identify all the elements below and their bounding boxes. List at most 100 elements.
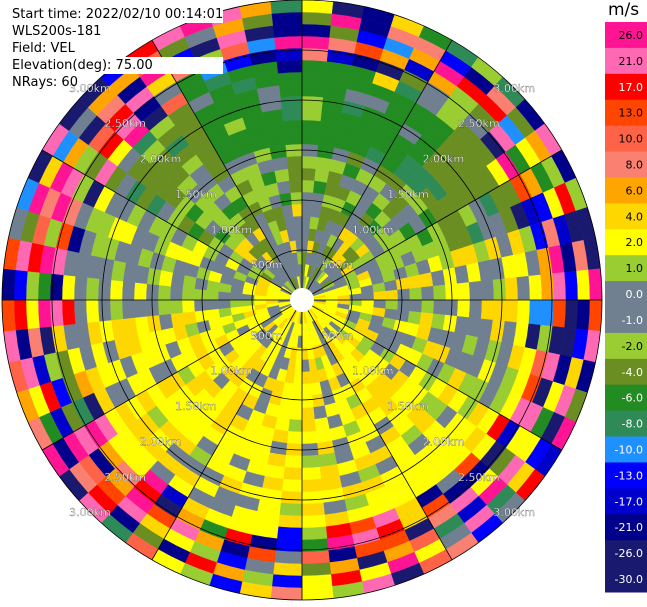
colorbar-segment (605, 488, 647, 515)
velocity-gate (13, 269, 28, 301)
azimuth-line (41, 299, 303, 451)
colorbar-tick-label: 6.0 (626, 184, 644, 197)
velocity-gate (291, 203, 303, 217)
velocity-gate (468, 280, 483, 301)
velocity-gate (289, 179, 303, 193)
range-label: 1.00km (211, 223, 253, 236)
velocity-gate (182, 311, 197, 326)
colorbar-tick-label: -2.0 (622, 340, 643, 353)
velocity-gate (286, 431, 303, 445)
azimuth-line (301, 39, 453, 301)
velocity-gate (1, 299, 16, 332)
velocity-gate (284, 454, 303, 469)
colorbar-segment (605, 229, 647, 256)
velocity-gate (301, 191, 314, 205)
velocity-gate (284, 131, 303, 146)
colorbar-tick-label: 21.0 (619, 55, 644, 68)
velocity-gate (433, 284, 447, 301)
velocity-gate (419, 272, 434, 288)
velocity-gate (301, 131, 320, 146)
velocity-gate (504, 299, 519, 323)
velocity-gate (73, 299, 88, 325)
velocity-gate (287, 167, 303, 181)
velocity-gate (480, 279, 495, 301)
colorbar-tick-label: -21.0 (615, 521, 643, 534)
range-label: 1.50km (387, 400, 429, 413)
velocity-gate (301, 574, 333, 589)
velocity-gate (564, 270, 579, 301)
velocity-gate (588, 268, 603, 301)
velocity-gate (301, 371, 311, 385)
velocity-gate (480, 299, 495, 321)
colorbar-segment (605, 125, 647, 153)
velocity-gate (409, 287, 423, 301)
velocity-gate (274, 168, 290, 183)
range-label: 1.00km (211, 365, 253, 378)
velocity-gate (397, 299, 411, 312)
velocity-gate (373, 299, 387, 309)
range-label: 2.00km (140, 435, 182, 448)
velocity-gate (397, 288, 411, 301)
range-label: 1.50km (387, 188, 429, 201)
velocity-gate (133, 299, 148, 318)
velocity-gate (385, 299, 399, 311)
range-label: 500m (321, 329, 353, 342)
velocity-gate (157, 299, 171, 316)
colorbar-tick-label: 10.0 (619, 133, 644, 146)
colorbar-tick-label: 17.0 (619, 81, 644, 94)
velocity-gate (272, 23, 303, 38)
velocity-gate (158, 269, 174, 287)
velocity-gate (133, 282, 148, 301)
velocity-gate (271, 574, 303, 589)
velocity-gate (301, 478, 323, 493)
range-label: 1.00km (352, 365, 394, 378)
velocity-gate (274, 550, 303, 565)
azimuth-line (151, 39, 303, 301)
velocity-gate (277, 71, 303, 86)
velocity-gate (301, 586, 334, 601)
range-label: 1.00km (352, 223, 394, 236)
velocity-gate (301, 11, 333, 26)
velocity-gate (430, 313, 446, 331)
velocity-gate (564, 299, 579, 330)
velocity-gate (279, 192, 293, 207)
scan-info: Start time: 2022/02/10 00:14:01 WLS200s-… (12, 6, 224, 91)
colorbar-tick-label: -30.0 (615, 573, 643, 586)
velocity-gate (109, 279, 124, 301)
velocity-gate (301, 179, 315, 193)
velocity-gate (433, 299, 447, 316)
colorbar-tick-label: 4.0 (626, 210, 644, 223)
colorbar-segment (605, 307, 647, 334)
velocity-gate (271, 428, 289, 444)
velocity-gate (270, 586, 303, 601)
azimuth-line (301, 299, 563, 451)
velocity-gate (315, 428, 333, 444)
velocity-gate (294, 227, 303, 241)
velocity-gate (279, 502, 303, 517)
velocity-gate (301, 526, 328, 541)
velocity-gate (85, 277, 100, 301)
velocity-gate (281, 107, 303, 122)
velocity-gate (73, 275, 88, 301)
colorbar-tick-label: -4.0 (622, 366, 643, 379)
velocity-gate (61, 274, 76, 301)
velocity-gate (516, 275, 531, 301)
velocity-gate (289, 407, 303, 421)
colorbar-segment (605, 99, 647, 127)
colorbar-segment (605, 514, 647, 541)
colorbar-segment (605, 332, 647, 360)
velocity-gate (279, 83, 303, 98)
velocity-gate (588, 299, 603, 332)
colorbar-tick-label: -1.0 (622, 314, 643, 327)
velocity-gate (109, 299, 124, 321)
velocity-gate (301, 155, 318, 169)
colorbar-segment (605, 22, 647, 49)
velocity-gate (301, 502, 325, 517)
colorbar-tick-label: -6.0 (622, 392, 643, 405)
velocity-gate (301, 119, 322, 134)
velocity-gate (25, 270, 40, 301)
velocity-gate (301, 454, 320, 469)
range-label: 3.00km (493, 82, 535, 95)
velocity-gate (301, 383, 313, 397)
velocity-gate (229, 299, 243, 308)
